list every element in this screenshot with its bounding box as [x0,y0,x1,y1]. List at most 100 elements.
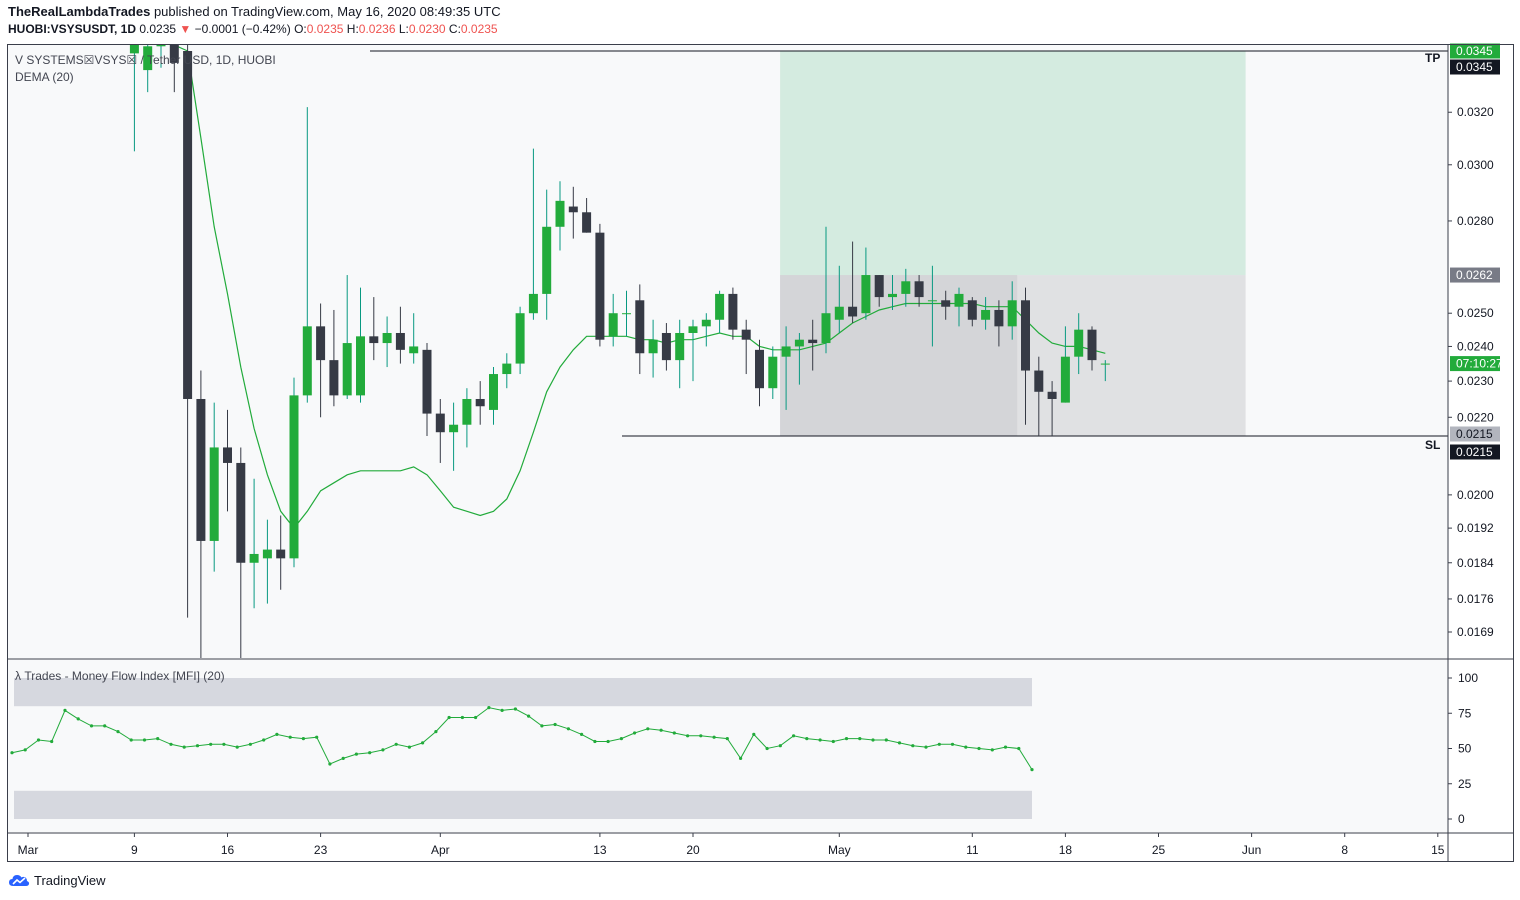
candle-body [568,206,578,213]
mfi-point [354,752,358,756]
mfi-point [831,739,835,744]
mfi-point [566,727,571,731]
candle-body [462,398,472,425]
candle-body [316,326,326,361]
dema-legend[interactable]: DEMA (20) [15,70,74,84]
candle [661,323,671,371]
author-name[interactable]: TheRealLambdaTrades [8,4,151,19]
candle-body [927,300,937,302]
mfi-point [964,745,968,749]
candle-body [781,346,791,357]
candle-body [755,349,764,389]
low-label: L: [398,22,409,36]
candle [1047,381,1057,436]
candle [941,290,951,320]
overbought-band [14,678,1032,707]
mfi-point [262,738,266,742]
mfi-point [606,739,610,744]
candle-body [821,313,831,344]
mfi-point [977,746,981,751]
price-tick-label: 0.0200 [1457,488,1494,502]
candle [994,300,1004,347]
candle [143,45,153,93]
mfi-series [11,707,1033,770]
candle-body [475,398,485,407]
mfi-tick-label: 0 [1458,812,1465,826]
mfi-point [169,742,173,746]
candle-body [422,349,432,414]
candle [342,275,352,399]
mfi-point [752,732,756,737]
candle-body [901,281,911,294]
tradingview-logo[interactable]: TradingView [8,872,106,888]
mfi-point [884,738,888,742]
mfi-point [182,745,186,749]
candle [223,409,232,512]
candle-body [369,336,379,344]
candle-body [489,374,498,410]
price-tick-label: 0.0300 [1457,158,1494,172]
candle [635,284,645,375]
position-tool[interactable] [780,51,1246,436]
countdown-tag-text: 07:10:27 [1456,357,1503,371]
candle [129,45,139,152]
mfi-point [725,737,729,741]
open-label: O: [294,22,307,36]
mfi-point [593,739,597,744]
time-tick-label: 18 [1059,843,1073,857]
candle [954,287,964,327]
candle-body [1074,329,1084,357]
mfi-legend[interactable]: λ Trades - Money Flow Index [MFI] (20) [15,669,225,683]
candle [422,343,432,436]
mfi-point [142,738,147,742]
candle [808,319,818,371]
candle-body [967,300,977,320]
time-tick-label: 11 [966,843,979,857]
candle [449,402,459,471]
mfi-point [315,735,319,739]
candle [183,45,193,618]
candle-body [528,293,538,314]
sl-label: SL [1425,438,1440,452]
candle [262,519,272,604]
candle [169,45,179,93]
candle [475,381,485,425]
mfi-point [633,731,637,735]
price-tick-label: 0.0230 [1457,374,1494,388]
sl-price-tag: 0.0215 [1450,444,1500,460]
candle [688,319,698,382]
last-price: 0.0235 [139,22,177,36]
candle [196,370,206,658]
candle [382,316,392,368]
price-axis[interactable]: 0.0320 0.0300 0.0280 0.0250 0.0240 0.0230 0.02… [1448,105,1494,639]
candle [555,181,565,251]
target-zone[interactable] [780,51,1246,276]
mfi-point [1030,768,1034,772]
time-axis[interactable]: Mar 9 16 23 Apr 13 20 May 11 18 25 Jun 8 15 [18,833,1445,857]
candle [1060,326,1070,403]
mfi-point [288,735,292,739]
mfi-point [222,742,226,746]
candle-body [768,356,778,389]
mfi-point [553,722,557,727]
tp-label: TP [1425,51,1440,65]
mfi-point [844,737,849,741]
candle-body [874,275,884,298]
candle-body [1047,391,1057,399]
candle-body [941,300,951,307]
candle-body [449,424,459,433]
candle-body [1087,329,1097,361]
symbol-legend[interactable]: V SYSTEMS☒VSYS☒ / Tether USD, 1D, HUOBI [15,53,276,67]
candle-body [1060,356,1070,403]
candle [462,388,472,448]
candle-body [608,313,618,337]
tp-price-tag-text: 0.0345 [1456,60,1493,74]
candle [316,303,326,418]
mfi-point [50,739,54,744]
candle [502,353,512,389]
mfi-point [1003,745,1008,749]
mfi-point [871,738,875,742]
mfi-point [1017,746,1021,751]
candle [1034,356,1044,436]
